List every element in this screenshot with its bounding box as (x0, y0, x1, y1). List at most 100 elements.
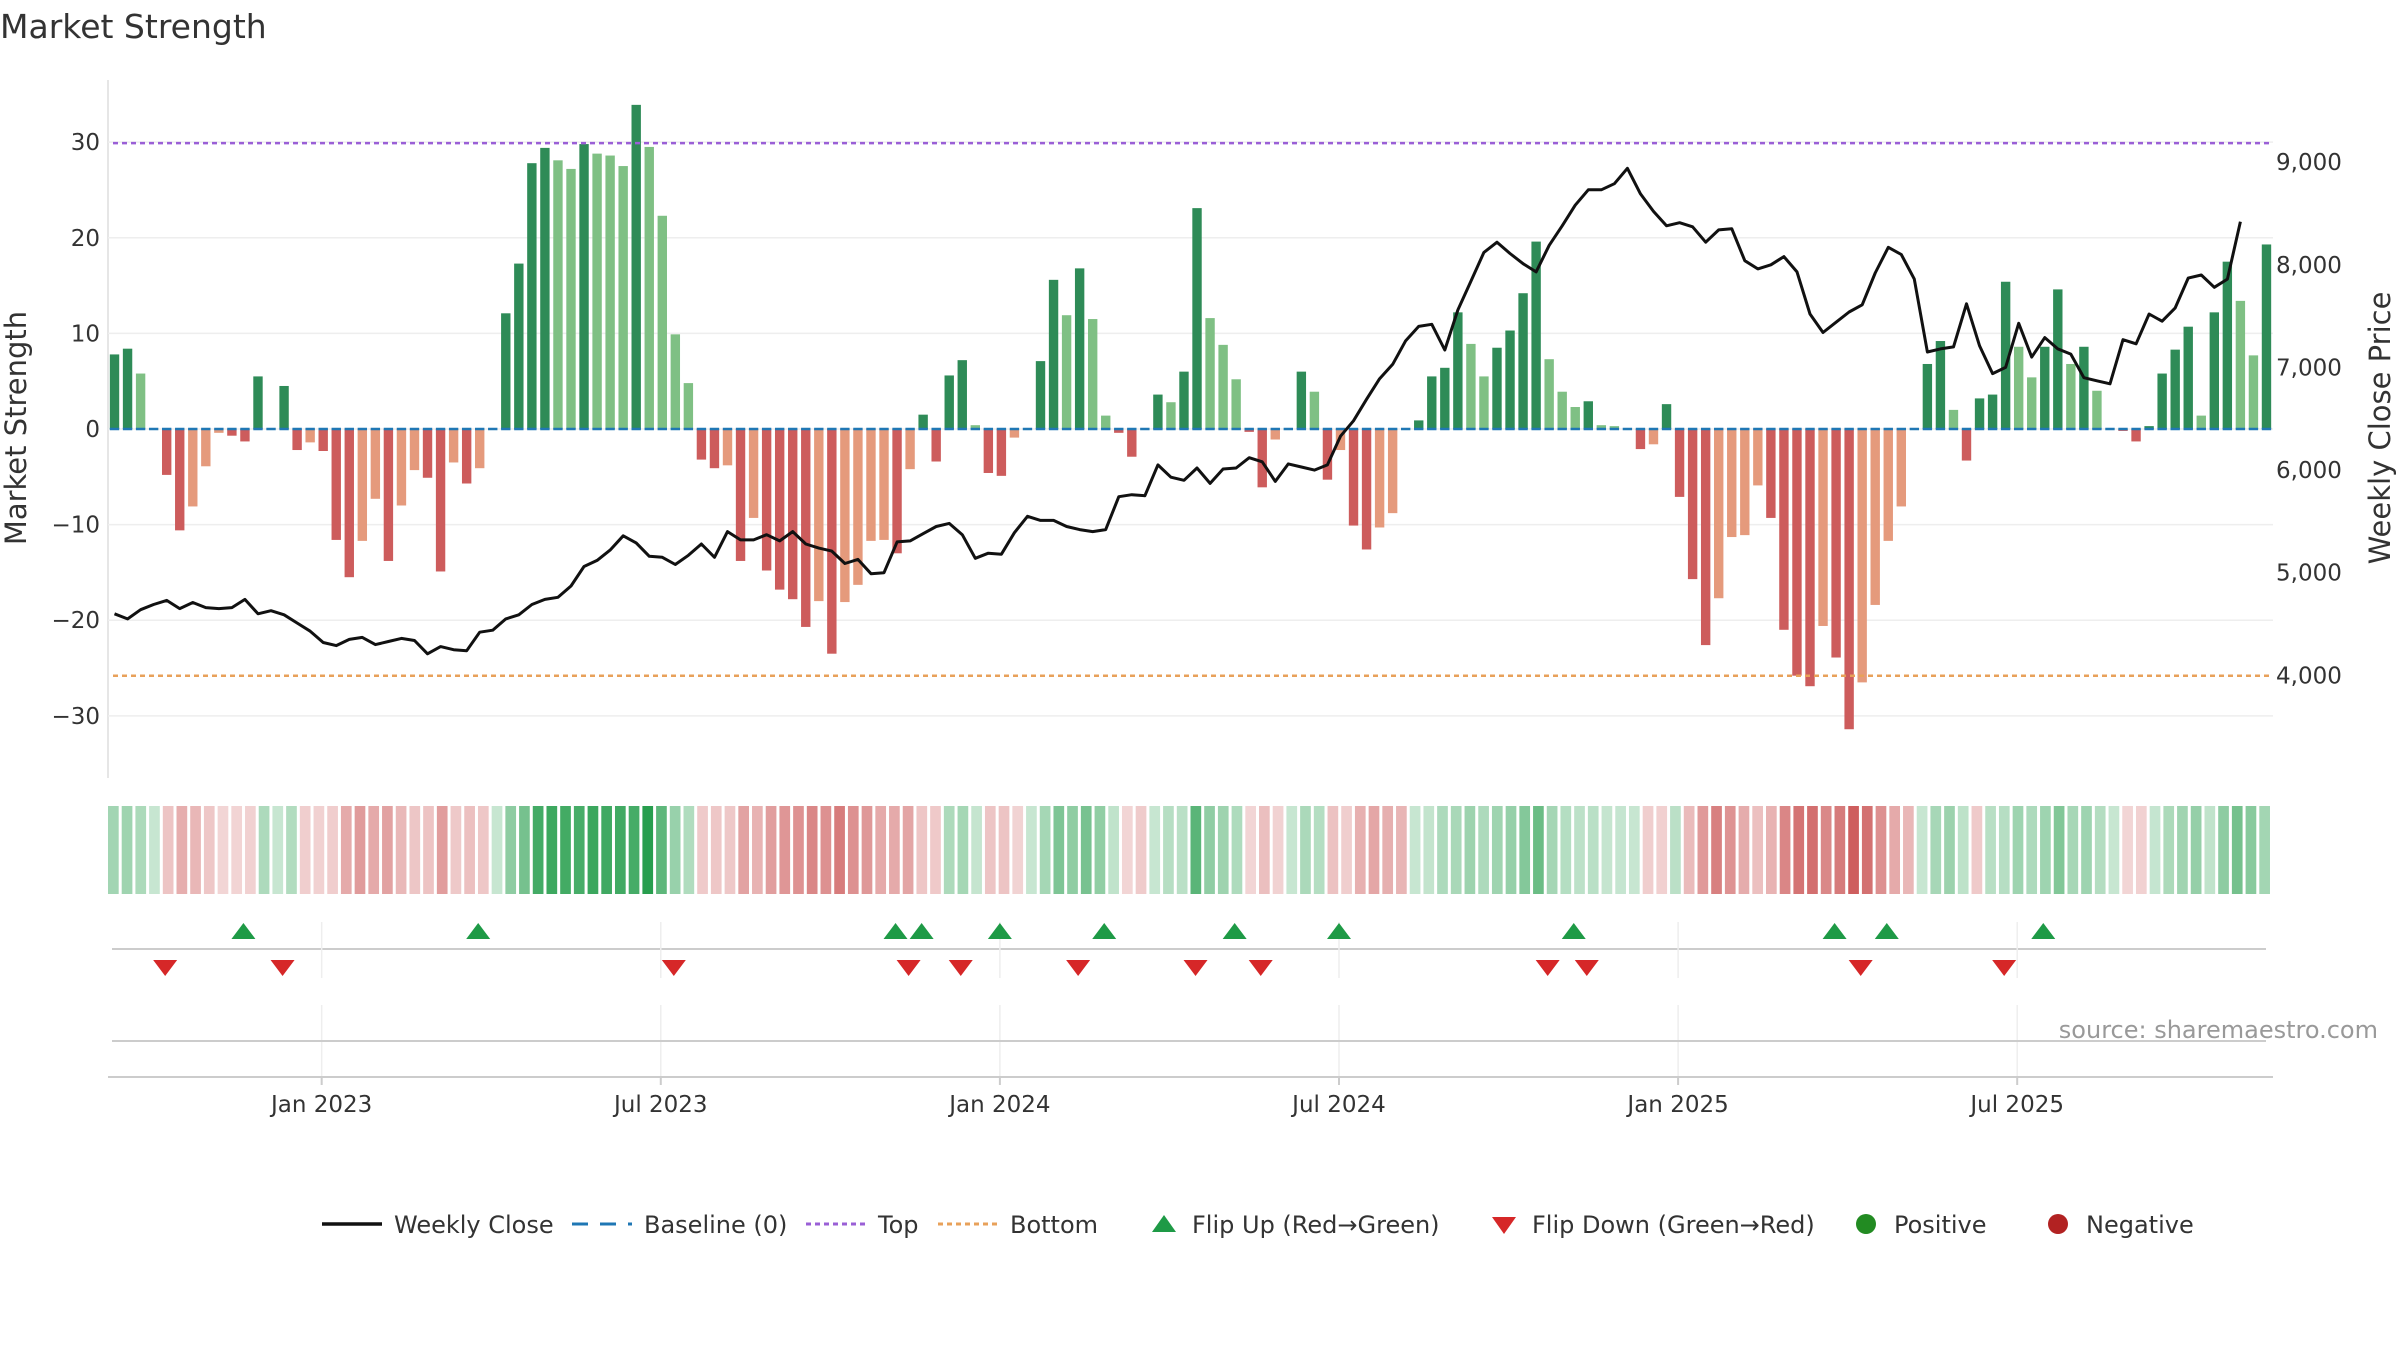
status-cell (779, 806, 791, 894)
status-cell (286, 806, 297, 894)
strength-bar (579, 144, 589, 429)
strength-bar (1779, 429, 1789, 630)
flip-down-marker (1183, 960, 1208, 976)
status-cell (1574, 806, 1585, 894)
strength-bar (761, 429, 772, 571)
strength-bar (214, 429, 224, 433)
status-cell (231, 806, 243, 894)
status-cell (1026, 806, 1037, 894)
x-tick-label: Jul 2024 (1290, 1092, 1386, 1118)
status-cell (697, 806, 708, 894)
status-cell (1163, 806, 1174, 894)
legend-item: Negative (2048, 1211, 2194, 1239)
status-cell (272, 806, 284, 894)
strength-bar (853, 429, 863, 585)
status-cell (793, 806, 804, 894)
strength-bar (344, 429, 354, 578)
status-cell (1149, 806, 1161, 894)
status-cell (1080, 806, 1092, 894)
strength-bar (135, 373, 146, 429)
strength-bar (1740, 429, 1750, 536)
strength-bar (1935, 341, 1946, 429)
status-cell (1820, 806, 1832, 894)
status-cell (299, 806, 311, 894)
status-cell (656, 806, 667, 894)
strength-bar (2196, 415, 2206, 429)
strength-bar (748, 429, 759, 518)
strength-bar (435, 429, 446, 572)
strength-bar (1896, 429, 1906, 507)
status-cell (628, 806, 640, 894)
strength-bar (1635, 429, 1646, 450)
x-tick-label: Jan 2023 (269, 1092, 372, 1118)
status-cell (1656, 806, 1668, 894)
flip-down-marker (1066, 960, 1091, 976)
strength-bar (1792, 429, 1802, 676)
legend-label: Weekly Close (394, 1211, 554, 1239)
status-cell (368, 806, 380, 894)
status-cell (409, 806, 421, 894)
legend-item: Weekly Close (322, 1211, 554, 1239)
status-cell (149, 806, 160, 894)
status-cell (1711, 806, 1722, 894)
strength-bar (2144, 426, 2154, 429)
strength-bar (1531, 241, 1541, 429)
strength-bar (331, 429, 341, 540)
status-cell (532, 806, 544, 894)
status-cell (1738, 806, 1750, 894)
legend-item: Flip Down (Green→Red) (1492, 1211, 1815, 1239)
status-cell (2204, 806, 2216, 894)
status-cell (1450, 806, 1462, 894)
x-tick-label: Jan 2025 (1625, 1092, 1728, 1118)
status-cell (327, 806, 338, 894)
status-cell (217, 806, 229, 894)
right-tick-label: 6,000 (2276, 458, 2342, 484)
status-cell (683, 806, 695, 894)
strength-bar (1987, 394, 1998, 429)
status-cell (1670, 806, 1681, 894)
strength-bar (722, 429, 733, 466)
status-cell (2259, 806, 2270, 894)
status-cell (2163, 806, 2175, 894)
legend-item: Top (806, 1211, 919, 1239)
status-cell (738, 806, 750, 894)
strength-bar (788, 429, 798, 600)
strength-bar (1296, 371, 1307, 429)
strength-bar (175, 429, 185, 531)
strength-bar (1270, 429, 1280, 440)
strength-bar (1661, 404, 1672, 429)
flip-up-marker (2031, 923, 2056, 939)
legend-label: Positive (1894, 1211, 1987, 1239)
legend-item: Positive (1856, 1211, 1987, 1239)
x-axis-labels: Jan 2023 Jul 2023 Jan 2024 Jul 2024 Jan 2025… (269, 1077, 2064, 1118)
status-cell (1190, 806, 1202, 894)
status-cell (505, 806, 517, 894)
status-cell (861, 806, 873, 894)
strength-bar (1009, 429, 1020, 438)
strength-bar (2092, 390, 2102, 429)
status-cell (436, 806, 448, 894)
strength-bar (422, 429, 433, 478)
strength-bar (1831, 429, 1841, 658)
strength-bar (2170, 349, 2180, 429)
reference-lines (109, 141, 2273, 677)
strength-bar (305, 429, 315, 443)
bottom-panel (108, 1005, 2273, 1078)
legend-label: Flip Up (Red→Green) (1192, 1211, 1440, 1239)
legend-label: Baseline (0) (644, 1211, 787, 1239)
status-cell (930, 806, 941, 894)
strength-bar (370, 429, 381, 499)
status-cell (834, 806, 845, 894)
left-tick-label: −30 (51, 704, 100, 730)
strength-bar (1805, 429, 1815, 687)
status-cell (2245, 806, 2257, 894)
strength-bar (1492, 347, 1502, 429)
strength-bar (1727, 429, 1737, 538)
strength-bar (1087, 319, 1098, 429)
flip-down-marker (1992, 960, 2017, 976)
status-cell (1300, 806, 1311, 894)
main-gridlines (107, 80, 2273, 778)
status-cell (1478, 806, 1489, 894)
status-cell (2218, 806, 2229, 894)
